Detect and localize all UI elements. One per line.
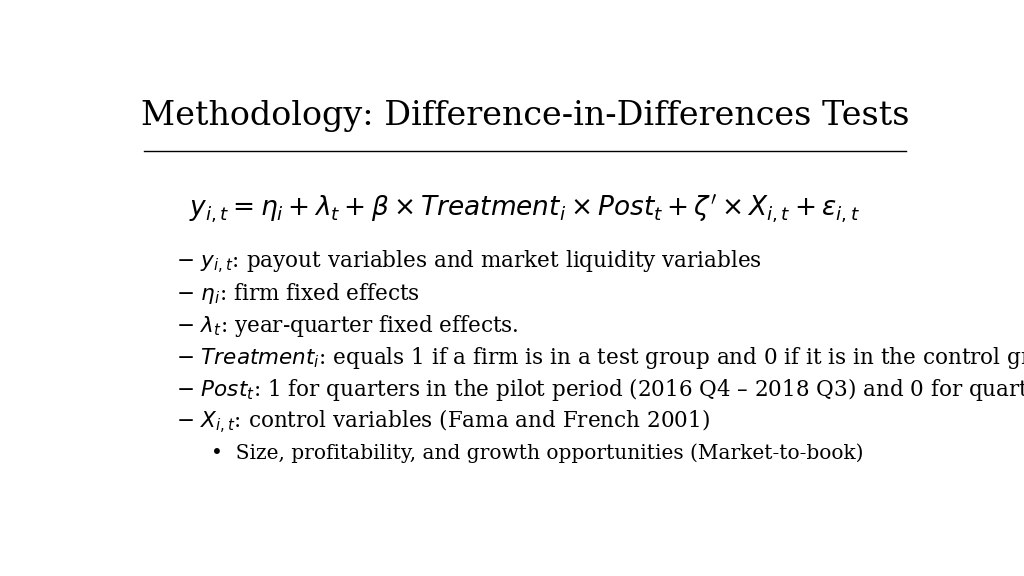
Text: $-$ $y_{i,t}$: payout variables and market liquidity variables: $-$ $y_{i,t}$: payout variables and mark… (176, 248, 762, 276)
Text: •  Size, profitability, and growth opportunities (Market-to-book): • Size, profitability, and growth opport… (211, 444, 864, 464)
Text: $y_{i,t} = \eta_i + \lambda_t + \beta \times \mathit{Treatment}_i \times \mathit: $y_{i,t} = \eta_i + \lambda_t + \beta \t… (189, 192, 860, 225)
Text: $-$ $\mathit{Treatment}_i$: equals 1 if a firm is in a test group and 0 if it is: $-$ $\mathit{Treatment}_i$: equals 1 if … (176, 345, 1024, 371)
Text: $-$ $X_{i,t}$: control variables (Fama and French 2001): $-$ $X_{i,t}$: control variables (Fama a… (176, 408, 710, 436)
Text: $-$ $\mathit{Post}_t$: 1 for quarters in the pilot period (2016 Q4 – 2018 Q3) an: $-$ $\mathit{Post}_t$: 1 for quarters in… (176, 376, 1024, 403)
Text: Methodology: Difference-in-Differences Tests: Methodology: Difference-in-Differences T… (140, 100, 909, 132)
Text: $-$ $\eta_i$: firm fixed effects: $-$ $\eta_i$: firm fixed effects (176, 282, 420, 306)
Text: $-$ $\lambda_t$: year-quarter fixed effects.: $-$ $\lambda_t$: year-quarter fixed effe… (176, 313, 518, 339)
